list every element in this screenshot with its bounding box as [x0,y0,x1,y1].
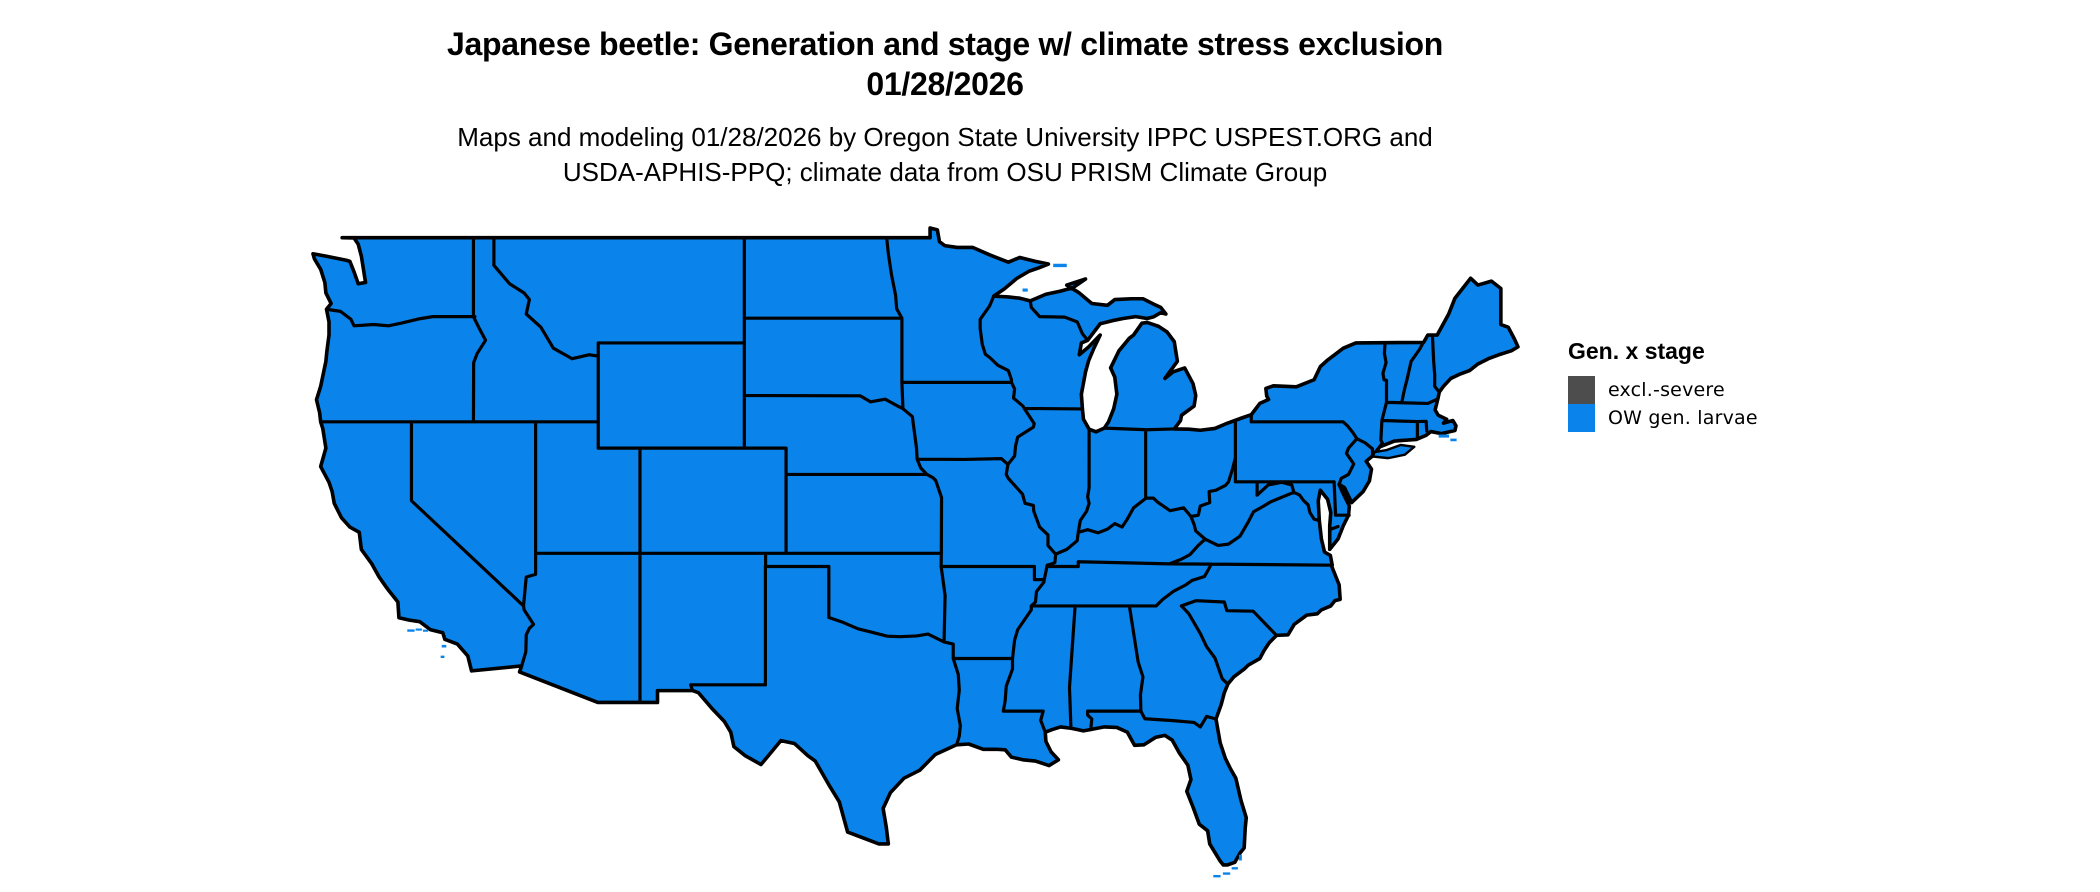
page-subtitle-line1: Maps and modeling 01/28/2026 by Oregon S… [457,122,1433,152]
header: Japanese beetle: Generation and stage w/… [0,0,1890,190]
legend: Gen. x stage excl.-severe OW gen. larvae [1568,338,1828,432]
page-title-line1: Japanese beetle: Generation and stage w/… [446,26,1444,62]
page-title-date: 01/28/2026 [866,66,1024,102]
legend-label: excl.-severe [1608,379,1725,401]
legend-item-ow-gen-larvae: OW gen. larvae [1568,404,1828,432]
excl-severe-swatch [1568,376,1595,404]
map-layers [313,228,1518,877]
legend-label: OW gen. larvae [1608,407,1758,429]
page-subtitle: Maps and modeling 01/28/2026 by Oregon S… [0,120,1890,190]
long-island [1373,445,1414,458]
page-title: Japanese beetle: Generation and stage w/… [0,24,1890,104]
state-borders [321,238,1440,745]
conus-outline [313,228,1518,865]
us-map [313,228,1518,878]
page-subtitle-line2: USDA-APHIS-PPQ; climate data from OSU PR… [562,157,1328,187]
legend-item-excl-severe: excl.-severe [1568,376,1828,404]
legend-title: Gen. x stage [1568,338,1705,364]
ow-gen-larvae-swatch [1568,404,1595,432]
conus-svg [313,228,1518,878]
